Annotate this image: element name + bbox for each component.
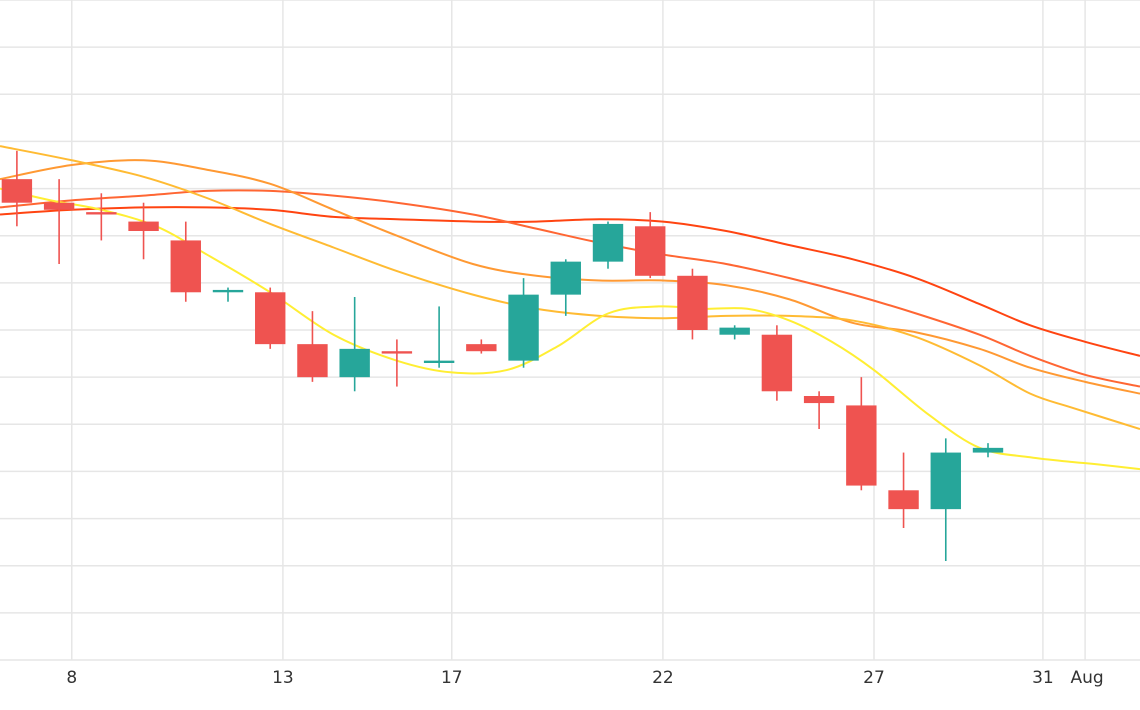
candle-down: [466, 339, 497, 354]
candle-down: [846, 377, 877, 491]
x-tick-label: 13: [272, 668, 294, 688]
candle-up: [930, 438, 961, 561]
candle-up: [339, 297, 370, 392]
candle-up: [212, 287, 244, 302]
candle-body: [86, 212, 117, 215]
x-tick-label: Aug: [1071, 668, 1104, 688]
candle-down: [1, 150, 33, 227]
candle-body: [930, 452, 961, 510]
candle-body: [592, 223, 624, 262]
candle-up: [508, 278, 539, 368]
candle-down: [128, 202, 159, 260]
series-line-ma_5: [0, 187, 1140, 471]
candle-body: [677, 275, 708, 330]
candle-body: [423, 360, 455, 363]
candle-down: [635, 212, 666, 279]
candle-down: [86, 193, 117, 241]
moving-average-lines: [0, 145, 1140, 471]
candle-body: [719, 327, 750, 335]
candle-body: [128, 221, 159, 231]
candle-body: [297, 344, 328, 378]
candle-up: [592, 221, 624, 269]
candle-body: [635, 226, 666, 276]
series-line-ma_60: [0, 206, 1140, 357]
candle-body: [170, 240, 201, 293]
candle-up: [719, 325, 750, 340]
candle-body: [339, 348, 370, 378]
x-tick-label: 22: [652, 668, 674, 688]
x-tick-label: 17: [441, 668, 463, 688]
series-line-ma_10: [0, 145, 1140, 430]
candles: [1, 150, 1004, 561]
candle-body: [43, 202, 75, 210]
candle-down: [677, 268, 708, 340]
horizontal-gridlines: [0, 0, 1140, 661]
x-tick-label: 31: [1032, 668, 1054, 688]
candle-body: [212, 289, 244, 293]
candle-down: [381, 339, 413, 387]
candle-down: [170, 221, 201, 302]
candle-body: [550, 261, 581, 295]
candle-body: [508, 294, 539, 361]
candle-down: [803, 391, 835, 429]
candle-down: [43, 179, 75, 264]
candle-up: [423, 306, 455, 368]
candle-body: [466, 344, 497, 352]
candle-down: [761, 325, 793, 401]
candle-body: [803, 396, 835, 404]
candle-up: [550, 259, 581, 316]
candle-body: [761, 334, 793, 392]
candle-up: [972, 443, 1004, 458]
candle-body: [972, 447, 1004, 453]
x-tick-label: 8: [66, 668, 77, 688]
candle-body: [888, 490, 919, 510]
candle-down: [297, 311, 328, 382]
candle-down: [255, 287, 286, 349]
candle-body: [1, 179, 33, 203]
x-axis-tick-labels: 8 13 17 22 27 31 Aug: [66, 668, 1103, 688]
series-line-ma_20: [0, 159, 1140, 395]
candle-body: [255, 292, 286, 345]
candle-body: [846, 405, 877, 486]
candle-body: [381, 351, 413, 354]
x-tick-label: 27: [863, 668, 885, 688]
candle-down: [888, 452, 919, 528]
